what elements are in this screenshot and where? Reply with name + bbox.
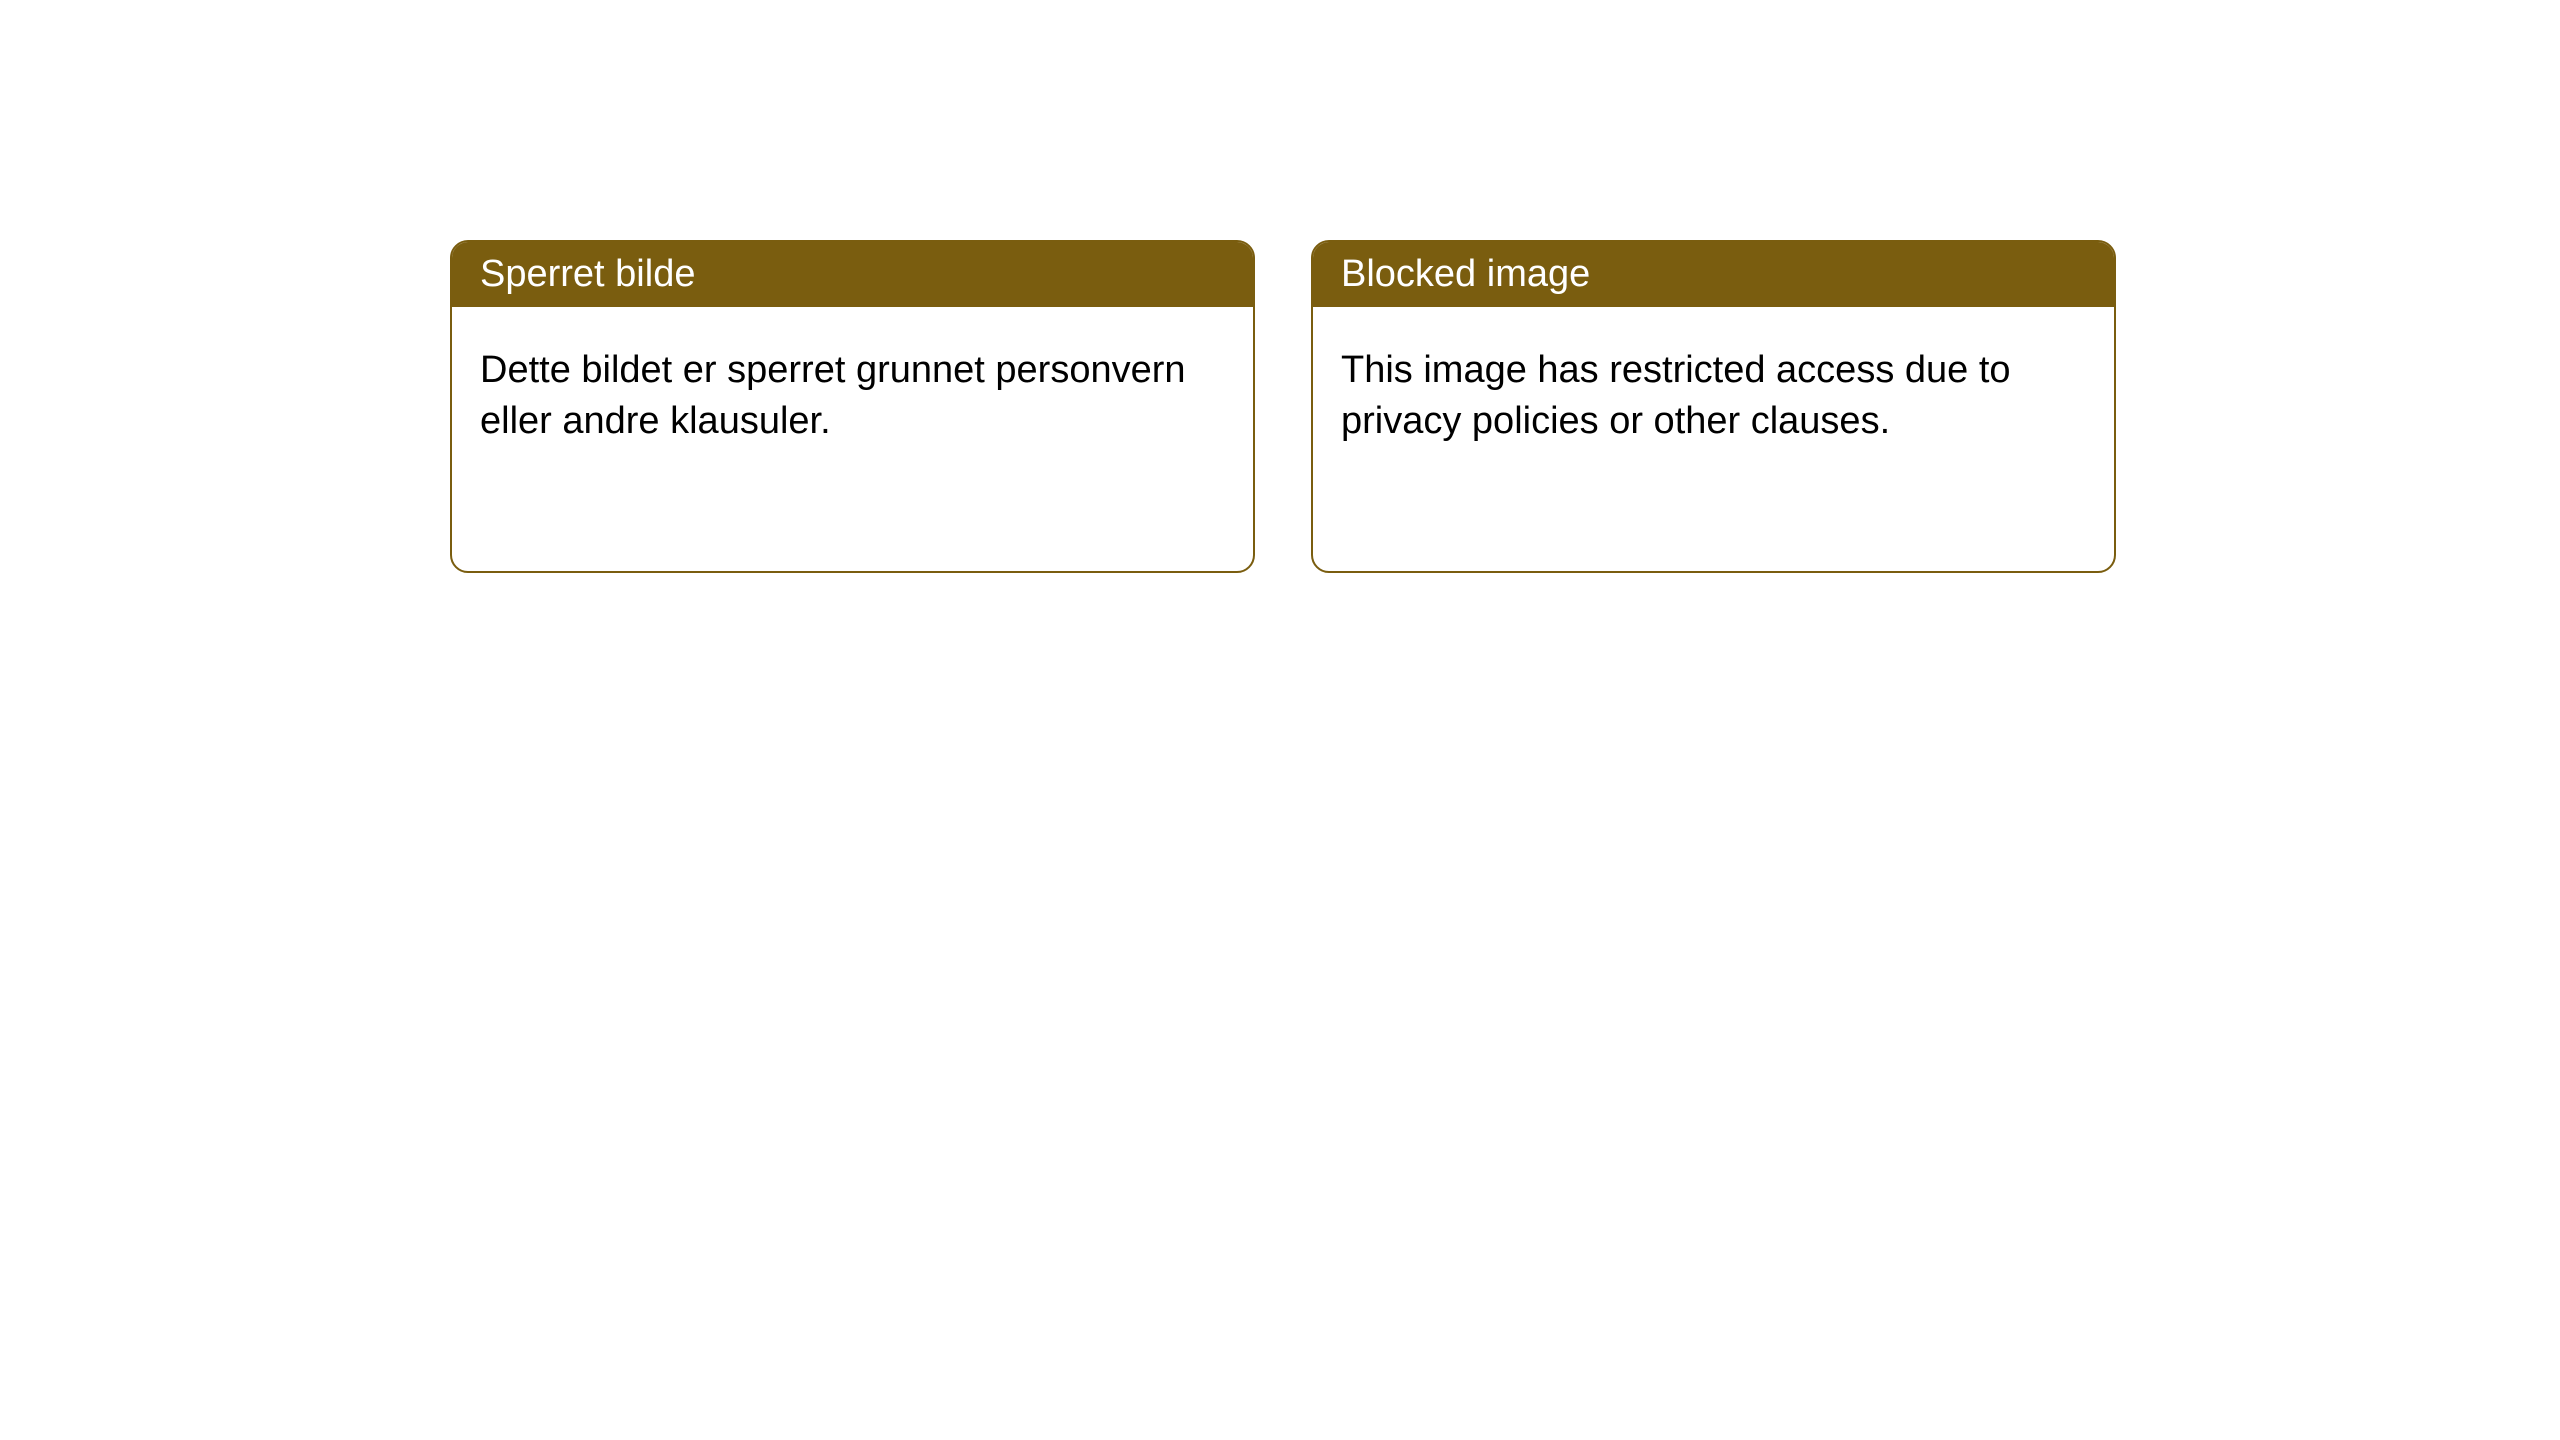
notice-card-title: Sperret bilde	[452, 242, 1253, 307]
notice-card-english: Blocked image This image has restricted …	[1311, 240, 2116, 573]
notice-container: Sperret bilde Dette bildet er sperret gr…	[0, 0, 2560, 573]
notice-card-title: Blocked image	[1313, 242, 2114, 307]
notice-card-norwegian: Sperret bilde Dette bildet er sperret gr…	[450, 240, 1255, 573]
notice-card-body: Dette bildet er sperret grunnet personve…	[452, 307, 1253, 486]
notice-card-body: This image has restricted access due to …	[1313, 307, 2114, 486]
